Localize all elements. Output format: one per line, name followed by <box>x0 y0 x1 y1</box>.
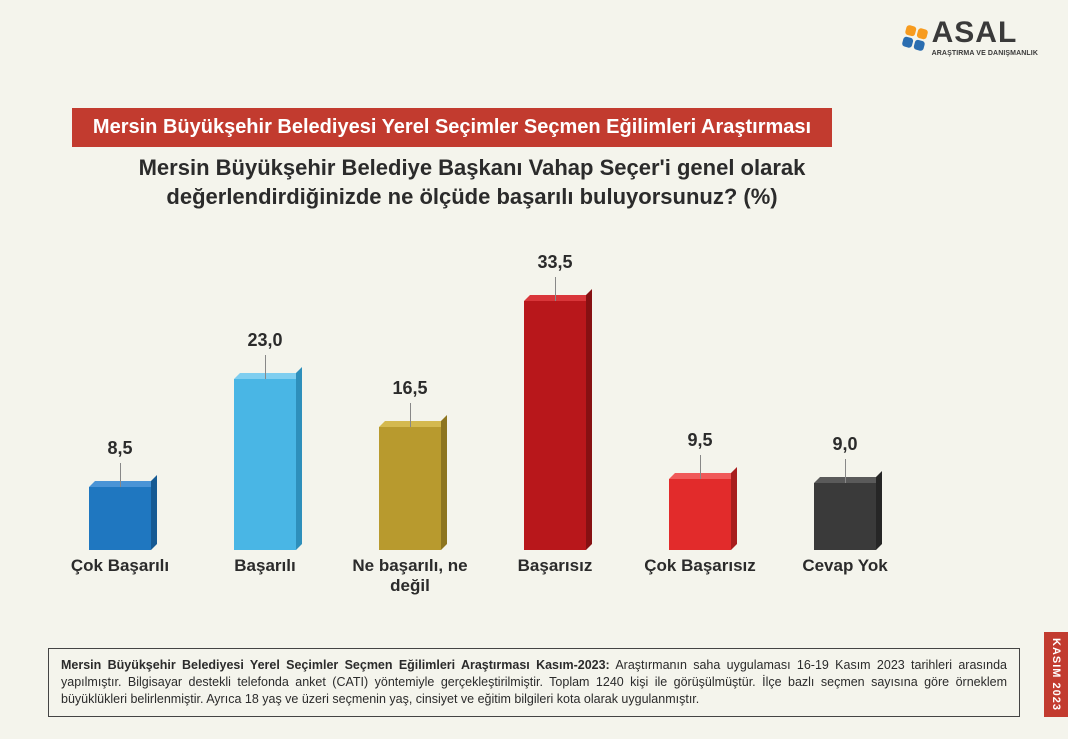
survey-question: Mersin Büyükşehir Belediye Başkanı Vahap… <box>72 154 872 211</box>
logo-subtitle: ARAŞTIRMA VE DANIŞMANLIK <box>932 50 1038 57</box>
logo-blob <box>904 24 916 36</box>
bar-value-label: 23,0 <box>247 330 282 351</box>
bar: 33,5 <box>524 301 586 550</box>
bar-category-label: Başarısız <box>490 556 620 576</box>
bar-column: 9,5Çok Başarısız <box>660 290 740 550</box>
leader-line <box>700 455 701 479</box>
logo-blob <box>916 27 928 39</box>
bar-column: 23,0Başarılı <box>225 290 305 550</box>
logo-blob <box>901 36 913 48</box>
bar-value-label: 9,5 <box>687 430 712 451</box>
survey-banner: Mersin Büyükşehir Belediyesi Yerel Seçim… <box>72 108 832 147</box>
brand-logo: ASAL ARAŞTIRMA VE DANIŞMANLIK <box>904 18 1038 57</box>
leader-line <box>120 463 121 487</box>
bar-category-label: Cevap Yok <box>780 556 910 576</box>
bar: 8,5 <box>89 487 151 550</box>
methodology-footnote: Mersin Büyükşehir Belediyesi Yerel Seçim… <box>48 648 1020 717</box>
logo-blob <box>913 39 925 51</box>
date-side-tab: KASIM 2023 <box>1044 632 1068 717</box>
bar-column: 33,5Başarısız <box>515 290 595 550</box>
bar-category-label: Çok Başarısız <box>635 556 765 576</box>
bar: 16,5 <box>379 427 441 550</box>
bar-category-label: Ne başarılı, ne değil <box>345 556 475 596</box>
logo-icon <box>901 24 928 51</box>
bar-value-label: 16,5 <box>392 378 427 399</box>
leader-line <box>265 355 266 379</box>
bar: 9,5 <box>669 479 731 550</box>
leader-line <box>555 277 556 301</box>
leader-line <box>845 459 846 483</box>
bar-chart: 8,5Çok Başarılı23,0Başarılı16,5Ne başarı… <box>80 230 960 610</box>
logo-name: ASAL <box>932 18 1038 48</box>
bar-value-label: 9,0 <box>832 434 857 455</box>
bar-column: 9,0Cevap Yok <box>805 290 885 550</box>
bar-column: 8,5Çok Başarılı <box>80 290 160 550</box>
bar: 9,0 <box>814 483 876 550</box>
footnote-title: Mersin Büyükşehir Belediyesi Yerel Seçim… <box>61 658 610 672</box>
bar-category-label: Çok Başarılı <box>55 556 185 576</box>
bar: 23,0 <box>234 379 296 550</box>
bar-value-label: 8,5 <box>107 438 132 459</box>
bar-column: 16,5Ne başarılı, ne değil <box>370 290 450 550</box>
bar-value-label: 33,5 <box>537 252 572 273</box>
leader-line <box>410 403 411 427</box>
bar-category-label: Başarılı <box>200 556 330 576</box>
